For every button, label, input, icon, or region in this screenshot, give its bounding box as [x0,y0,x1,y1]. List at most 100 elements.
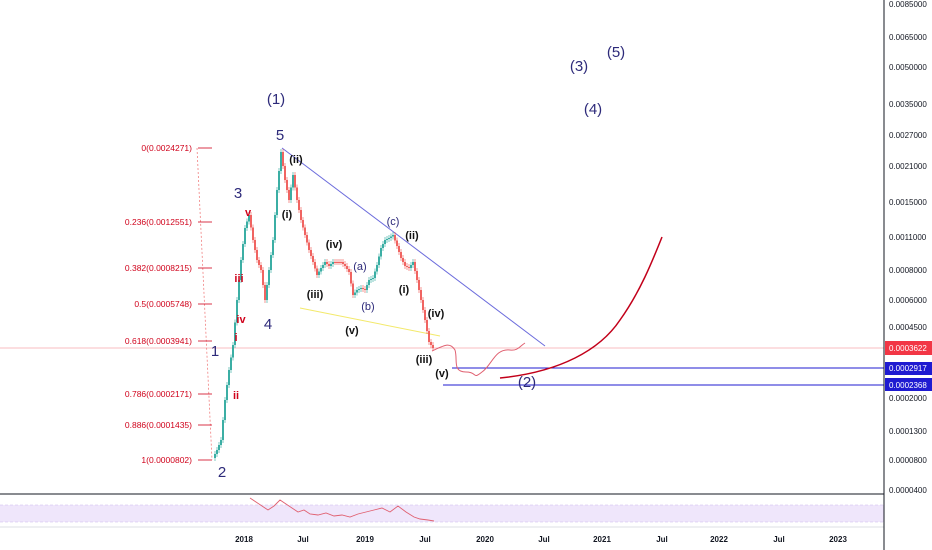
candle-body [296,187,298,200]
candle-body [278,171,280,190]
y-tick-label: 0.0021000 [889,162,927,171]
indicator-band [0,505,884,522]
candle-body [406,266,408,267]
price-badges: 0.0003622 0.0002917 0.0002368 [885,341,932,391]
candle-body [220,440,222,445]
x-tick-label: 2023 [829,535,847,544]
candle-body [430,342,432,345]
yellow-channel-line [299,307,441,337]
y-tick-label: 0.0002000 [889,394,927,403]
candle-body [336,262,338,263]
wave-label-minor-iv-2: (iv) [428,308,445,320]
candle-body [404,262,406,266]
candle-body [302,220,304,228]
candle-body [390,236,392,238]
y-tick-label: 0.0015000 [889,198,927,207]
candle-body [322,265,324,268]
candle-body [342,262,344,264]
candle-body [320,268,322,272]
candle-body [234,322,236,345]
candle-body [264,285,266,300]
candle-body [330,264,332,266]
x-axis[interactable]: 2018 Jul 2019 Jul 2020 Jul 2021 Jul 2022… [235,535,847,544]
candle-body [382,244,384,248]
candle-body [338,262,340,263]
candle-body [290,187,292,200]
candle-body [324,262,326,265]
candle-body [400,252,402,258]
x-tick-label: Jul [297,535,309,544]
candle-body [350,272,352,284]
wave-label-primary-4: (4) [584,101,602,118]
candle-body [232,345,234,358]
wave-label-red-i: i [234,332,237,344]
fib-ticks [198,147,212,461]
candle-body [348,269,350,272]
candle-body [312,256,314,262]
projection-curve [499,236,663,379]
candle-body [308,242,310,250]
candle-body [310,250,312,256]
candle-body [304,227,306,235]
candle-body [314,262,316,269]
candle-body [358,289,360,290]
y-tick-label: 0.0004500 [889,323,927,332]
candle-body [284,166,286,180]
candle-body [230,357,232,370]
descending-trendline [281,147,546,347]
x-tick-label: 2020 [476,535,494,544]
candle-body [372,278,374,279]
support-badge-lower-text: 0.0002368 [889,381,927,390]
wave-label-primary-1: (1) [267,91,285,108]
wave-label-red-iii: iii [234,273,243,285]
candle-body [394,235,396,241]
candle-body [432,345,434,348]
wave-label-minor-a: (a) [353,261,366,273]
x-tick-label: 2019 [356,535,374,544]
candle-body [364,289,366,290]
wave-label-4: 4 [264,316,272,333]
y-tick-label: 0.0006000 [889,296,927,305]
wave-label-5: 5 [276,127,284,144]
y-tick-label: 0.0035000 [889,100,927,109]
wave-label-primary-2: (2) [518,374,536,391]
candle-body [224,400,226,420]
candle-body [392,235,394,237]
candle-body [246,221,248,228]
fib-label: 0.236(0.0012551) [125,217,192,227]
x-tick-label: Jul [419,535,431,544]
candle-body [292,175,294,188]
y-tick-label: 0.0001300 [889,427,927,436]
candle-body [386,239,388,240]
candle-body [222,420,224,440]
candle-body [218,445,220,450]
candle-body [366,285,368,290]
wave-label-minor-iv: (iv) [326,239,343,251]
candle-body [300,210,302,220]
x-tick-label: Jul [656,535,668,544]
candle-body [420,290,422,300]
candle-body [328,264,330,266]
wave-label-minor-b: (b) [361,301,374,313]
candle-body [398,246,400,252]
x-tick-label: 2018 [235,535,253,544]
wave-label-3: 3 [234,185,242,202]
support-badge-upper [885,362,932,375]
candle-body [298,200,300,210]
current-price-badge [885,341,932,355]
wave-label-2: 2 [218,464,226,481]
candles [214,149,434,461]
projection-path-small [431,342,526,377]
wave-label-minor-c: (c) [387,216,400,228]
wave-label-minor-iii: (iii) [307,289,324,301]
y-axis[interactable]: 0.0085000 0.0065000 0.0050000 0.0035000 … [889,0,927,495]
candle-body [226,385,228,400]
plot-area[interactable] [0,0,884,494]
primary-wave-labels: (1) (2) (3) (4) (5) [267,44,625,391]
wave-label-1: 1 [211,343,219,360]
candle-body [270,255,272,270]
wave-label-minor-v-2: (v) [435,368,449,380]
y-tick-label: 0.0011000 [889,233,927,242]
candle-body [334,262,336,263]
